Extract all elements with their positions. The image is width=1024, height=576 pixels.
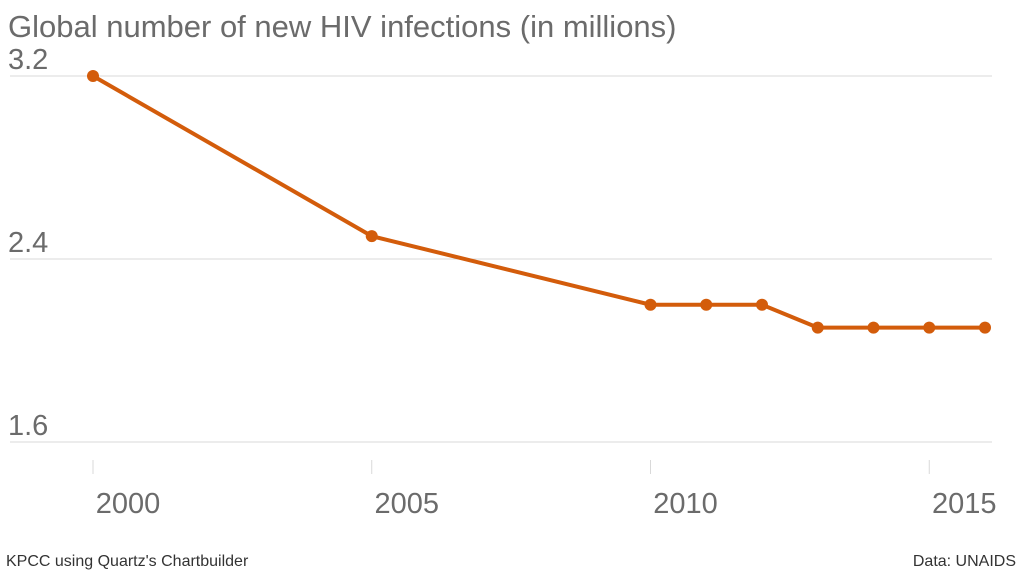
data-point <box>867 321 880 334</box>
chart-title: Global number of new HIV infections (in … <box>8 9 677 44</box>
data-point <box>87 70 99 82</box>
source-text: Data: UNAIDS <box>912 553 1016 570</box>
data-point <box>979 321 991 334</box>
y-tick-label: 1.6 <box>8 410 48 442</box>
series-layer <box>87 70 991 334</box>
x-tick-label: 2015 <box>932 488 997 520</box>
data-point <box>811 321 824 334</box>
data-point <box>644 298 657 311</box>
data-point <box>700 298 713 311</box>
data-point <box>365 230 378 243</box>
x-tick-label: 2000 <box>96 488 161 520</box>
data-point <box>923 321 936 334</box>
data-point <box>756 298 768 311</box>
series-line <box>91 74 987 330</box>
x-tick-label: 2010 <box>653 488 718 520</box>
gridlines <box>10 75 992 443</box>
y-tick-label: 2.4 <box>8 227 48 259</box>
credit-text: KPCC using Quartz's Chartbuilder <box>6 553 249 570</box>
x-tick-label: 2005 <box>374 488 439 520</box>
y-axis-tick-labels: 3.2 2.4 1.6 <box>8 44 48 442</box>
y-tick-label: 3.2 <box>8 44 48 76</box>
x-axis: 2000 2005 2010 2015 <box>92 460 997 520</box>
